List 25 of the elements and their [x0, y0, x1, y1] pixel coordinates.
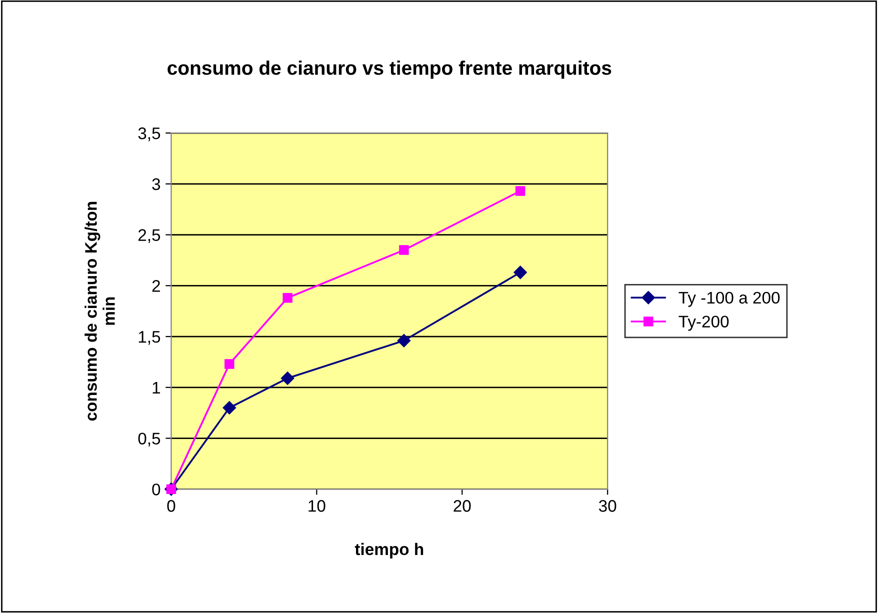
point	[280, 372, 294, 385]
point	[222, 401, 236, 414]
point	[397, 334, 411, 348]
point	[282, 293, 292, 303]
legend-label: Ty -100 a 200	[678, 292, 780, 307]
x-tick-label: 30	[598, 500, 616, 512]
point	[399, 245, 409, 255]
y-axis-title: consumo de cianuro Kg/ton min	[84, 202, 115, 421]
x-axis-title: tiempo h	[354, 542, 424, 558]
x-tick-label: 10	[308, 500, 326, 512]
y-tick-label: 2	[152, 280, 160, 292]
chart-title: consumo de cianuro vs tiempo frente marquitos	[168, 60, 612, 79]
legend-label: Ty-200	[678, 316, 729, 331]
y-tick-label: 2,5	[138, 229, 160, 243]
y-tick-label: 0	[152, 484, 160, 496]
y-tick-label: 1	[152, 382, 160, 394]
point	[514, 266, 527, 280]
point	[224, 359, 234, 369]
x-tick-label: 20	[454, 500, 471, 512]
y-tick-label: 0,5	[138, 432, 160, 446]
x-tick-label: 0	[167, 500, 176, 512]
y-tick-label: 3,5	[138, 127, 160, 142]
y-tick-label: 3	[152, 178, 160, 190]
y-tick-label: 1,5	[138, 331, 160, 345]
point	[515, 186, 526, 196]
